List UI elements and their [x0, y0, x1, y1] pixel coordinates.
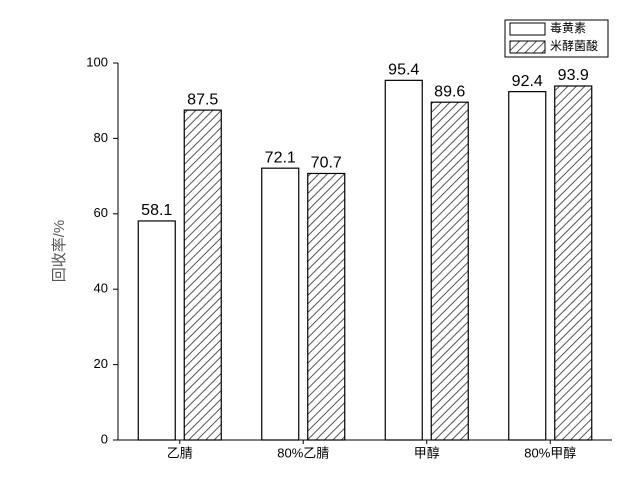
value-label: 72.1 — [265, 149, 296, 166]
value-label: 95.4 — [388, 62, 419, 79]
legend-swatch — [509, 22, 546, 36]
bar — [554, 85, 593, 441]
bar — [183, 109, 222, 441]
value-label: 93.9 — [558, 67, 589, 84]
x-tick-label: 乙腈 — [167, 445, 193, 460]
legend-label: 米酵菌酸 — [550, 38, 598, 53]
value-label: 92.4 — [512, 73, 543, 90]
y-tick-label: 80 — [94, 130, 108, 145]
y-tick-label: 60 — [94, 205, 108, 220]
value-label: 87.5 — [187, 91, 218, 108]
value-label: 70.7 — [311, 155, 342, 172]
y-tick-label: 20 — [94, 356, 108, 371]
x-tick-label: 80%甲醇 — [524, 445, 576, 460]
y-tick-label: 0 — [101, 431, 108, 446]
x-tick-label: 80%乙腈 — [277, 445, 329, 460]
legend-swatch — [509, 40, 546, 54]
bar — [508, 91, 547, 441]
bar — [307, 172, 346, 441]
bar — [384, 79, 423, 441]
y-axis-label: 回收率/% — [51, 220, 68, 283]
y-tick-label: 40 — [94, 281, 108, 296]
bar — [261, 167, 300, 441]
bar — [137, 220, 176, 441]
y-tick-label: 100 — [86, 54, 108, 69]
x-tick-label: 甲醇 — [414, 445, 440, 460]
bar — [430, 101, 469, 441]
value-label: 58.1 — [141, 202, 172, 219]
legend-label: 毒黄素 — [550, 21, 586, 35]
value-label: 89.6 — [434, 83, 465, 100]
